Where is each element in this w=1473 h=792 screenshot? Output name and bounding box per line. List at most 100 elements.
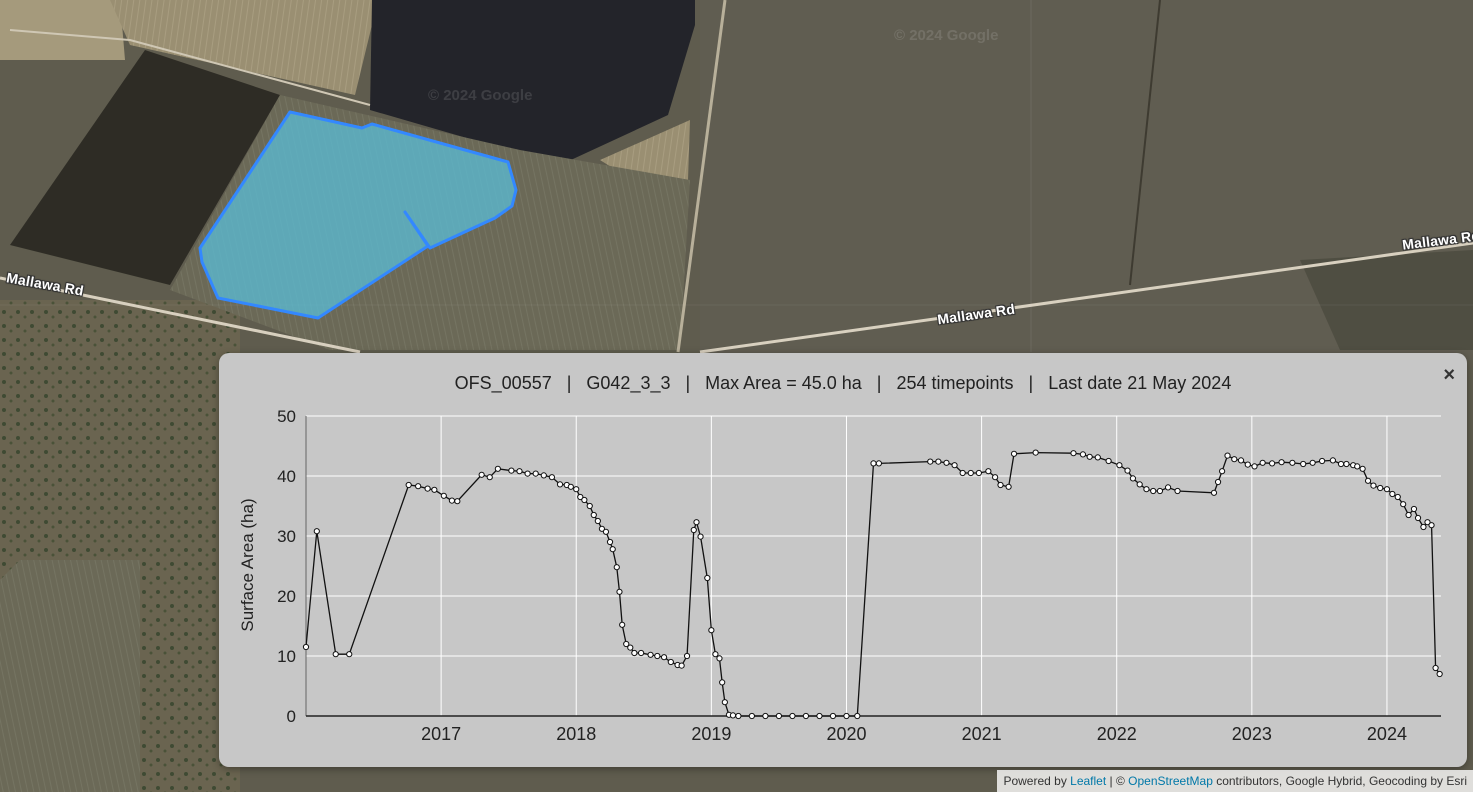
data-point[interactable] bbox=[1436, 670, 1443, 678]
data-point[interactable] bbox=[716, 655, 723, 662]
data-point[interactable] bbox=[1318, 457, 1326, 465]
data-point[interactable] bbox=[712, 651, 719, 658]
data-point[interactable] bbox=[1259, 459, 1266, 466]
data-point[interactable] bbox=[616, 588, 623, 595]
data-point[interactable] bbox=[609, 546, 616, 553]
data-point[interactable] bbox=[602, 528, 610, 535]
data-point[interactable] bbox=[619, 621, 626, 628]
data-point[interactable] bbox=[1383, 486, 1391, 493]
data-point[interactable] bbox=[623, 640, 630, 648]
data-point[interactable] bbox=[1300, 460, 1307, 468]
data-point[interactable] bbox=[1224, 452, 1231, 459]
data-point[interactable] bbox=[1289, 459, 1296, 466]
data-point[interactable] bbox=[829, 712, 837, 720]
data-point[interactable] bbox=[678, 662, 685, 669]
data-point[interactable] bbox=[721, 699, 728, 706]
data-point[interactable] bbox=[816, 712, 823, 720]
data-point[interactable] bbox=[540, 472, 547, 479]
data-point[interactable] bbox=[693, 519, 700, 526]
data-point[interactable] bbox=[1010, 450, 1018, 457]
data-point[interactable] bbox=[415, 483, 422, 490]
data-point[interactable] bbox=[975, 469, 982, 477]
data-point[interactable] bbox=[1420, 523, 1427, 531]
data-point[interactable] bbox=[1359, 465, 1366, 472]
data-point[interactable] bbox=[556, 481, 564, 488]
data-point[interactable] bbox=[508, 467, 515, 474]
data-point[interactable] bbox=[486, 474, 493, 481]
data-point[interactable] bbox=[598, 525, 606, 532]
data-point[interactable] bbox=[1086, 453, 1093, 460]
data-point[interactable] bbox=[1070, 450, 1077, 457]
data-point[interactable] bbox=[997, 481, 1004, 489]
data-point[interactable] bbox=[1032, 449, 1039, 456]
data-point[interactable] bbox=[532, 470, 539, 477]
data-point[interactable] bbox=[654, 652, 661, 660]
data-point[interactable] bbox=[935, 458, 942, 465]
data-point[interactable] bbox=[1136, 481, 1143, 488]
data-point[interactable] bbox=[302, 643, 310, 651]
data-point[interactable] bbox=[631, 649, 638, 657]
data-point[interactable] bbox=[1414, 514, 1422, 522]
data-point[interactable] bbox=[1329, 457, 1337, 464]
data-point[interactable] bbox=[590, 511, 597, 519]
data-point[interactable] bbox=[1377, 484, 1384, 492]
data-point[interactable] bbox=[1094, 454, 1101, 461]
data-point[interactable] bbox=[567, 483, 574, 490]
data-point[interactable] bbox=[708, 627, 715, 634]
data-point[interactable] bbox=[802, 712, 810, 720]
data-point[interactable] bbox=[313, 528, 320, 535]
data-point[interactable] bbox=[1219, 468, 1226, 475]
data-point[interactable] bbox=[424, 485, 431, 492]
data-point[interactable] bbox=[1174, 487, 1181, 495]
data-point[interactable] bbox=[516, 468, 523, 475]
data-point[interactable] bbox=[1150, 487, 1157, 495]
data-point[interactable] bbox=[967, 469, 974, 477]
dam-polygon[interactable] bbox=[198, 110, 518, 320]
data-point[interactable] bbox=[1370, 482, 1377, 489]
data-point[interactable] bbox=[1354, 463, 1361, 470]
osm-link[interactable]: OpenStreetMap bbox=[1128, 774, 1213, 788]
data-point[interactable] bbox=[647, 651, 654, 658]
data-point[interactable] bbox=[1400, 501, 1407, 508]
data-point[interactable] bbox=[573, 486, 580, 493]
data-point[interactable] bbox=[405, 481, 412, 489]
data-point[interactable] bbox=[1164, 484, 1172, 491]
data-point[interactable] bbox=[1278, 459, 1285, 466]
data-point[interactable] bbox=[478, 471, 485, 478]
data-point[interactable] bbox=[1309, 459, 1316, 466]
data-point[interactable] bbox=[1424, 519, 1431, 526]
data-point[interactable] bbox=[959, 469, 966, 477]
data-point[interactable] bbox=[586, 502, 593, 510]
data-point[interactable] bbox=[719, 679, 726, 686]
data-point[interactable] bbox=[627, 644, 634, 651]
data-point[interactable] bbox=[951, 462, 958, 469]
data-point[interactable] bbox=[762, 712, 769, 720]
data-point[interactable] bbox=[992, 474, 999, 481]
data-point[interactable] bbox=[1005, 483, 1012, 490]
data-point[interactable] bbox=[1156, 487, 1164, 495]
data-point[interactable] bbox=[613, 564, 620, 571]
data-point[interactable] bbox=[454, 498, 461, 505]
data-point[interactable] bbox=[775, 712, 783, 720]
data-point[interactable] bbox=[690, 526, 697, 534]
data-point[interactable] bbox=[729, 712, 737, 719]
data-point[interactable] bbox=[332, 651, 339, 658]
data-point[interactable] bbox=[985, 468, 992, 475]
data-point[interactable] bbox=[1343, 460, 1350, 468]
data-point[interactable] bbox=[1410, 505, 1418, 513]
data-point[interactable] bbox=[697, 533, 704, 540]
data-point[interactable] bbox=[1389, 490, 1396, 498]
data-point[interactable] bbox=[1251, 463, 1258, 470]
data-point[interactable] bbox=[548, 474, 556, 481]
data-point[interactable] bbox=[1231, 456, 1238, 463]
data-point[interactable] bbox=[1214, 478, 1222, 486]
data-point[interactable] bbox=[1244, 461, 1251, 468]
data-point[interactable] bbox=[1237, 457, 1245, 464]
data-point[interactable] bbox=[1210, 489, 1218, 496]
data-point[interactable] bbox=[448, 497, 456, 504]
data-point[interactable] bbox=[581, 496, 588, 504]
data-point[interactable] bbox=[943, 459, 950, 466]
data-point[interactable] bbox=[1079, 451, 1087, 458]
data-point[interactable] bbox=[704, 574, 711, 582]
data-point[interactable] bbox=[854, 712, 861, 720]
